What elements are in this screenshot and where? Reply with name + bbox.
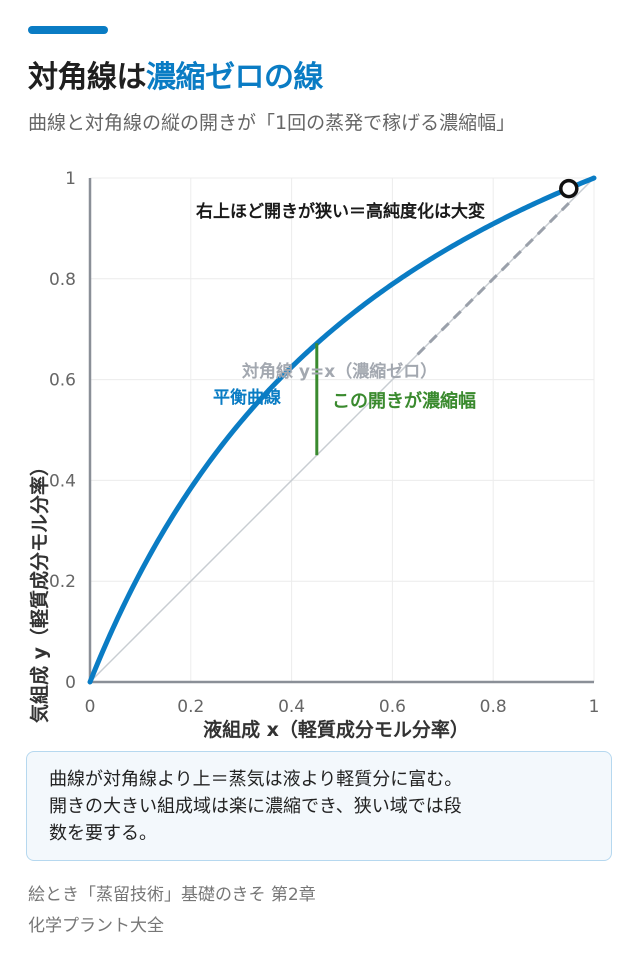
tick-labels: 0 0.2 0.4 0.6 0.8 1 0 0.2 0.4 0.6 0.8 1 — [49, 169, 599, 717]
accent-bar — [28, 26, 108, 34]
x-tick-label: 0.4 — [278, 697, 305, 717]
y-tick-label: 1 — [65, 169, 76, 189]
equilibrium-curve — [87, 175, 597, 685]
note-line-3: 数を要する。 — [49, 823, 157, 844]
vle-chart: 0 0.2 0.4 0.6 0.8 1 0 0.2 0.4 0.6 0.8 1 右上ほど開きが狭い＝高… — [28, 169, 599, 741]
note-line-2: 開きの大きい組成域は楽に濃縮でき、狭い域では段 — [49, 796, 462, 817]
x-tick-label: 0.8 — [480, 697, 507, 717]
note-line-1: 曲線が対角線より上＝蒸気は液より軽質分に富む。 — [49, 769, 463, 790]
title-prefix: 対角線は — [28, 60, 147, 95]
y-tick-label: 0.6 — [49, 371, 76, 391]
page-subtitle: 曲線と対角線の縦の開きが「1回の蒸発で稼げる濃縮幅」 — [28, 112, 516, 134]
explanation-note: 曲線が対角線より上＝蒸気は液より軽質分に富む。 開きの大きい組成域は楽に濃縮でき… — [26, 751, 612, 861]
end-point-marker — [559, 178, 579, 199]
annotation-curve: 平衡曲線 — [213, 387, 281, 408]
annotation-top: 右上ほど開きが狭い＝高純度化は大変 — [196, 201, 485, 222]
y-axis-label: 気組成 y（軽質成分モル分率） — [28, 457, 51, 723]
title-highlight: 濃縮ゼロの線 — [146, 60, 324, 95]
source-line-1: 絵とき「蒸留技術」基礎のきそ 第2章 — [28, 885, 316, 905]
diagonal-dashed-extension — [416, 202, 570, 356]
x-axis-label: 液組成 x（軽質成分モル分率） — [203, 718, 469, 741]
y-tick-label: 0.2 — [49, 572, 76, 592]
y-tick-label: 0.4 — [49, 471, 76, 491]
x-tick-label: 1 — [589, 697, 600, 717]
axes — [88, 178, 594, 684]
x-tick-label: 0.2 — [177, 697, 204, 717]
grid — [89, 177, 595, 683]
annotation-diagonal: 対角線 y=x（濃縮ゼロ） — [241, 361, 437, 382]
x-tick-label: 0.6 — [379, 697, 406, 717]
annotation-gap: この開きが濃縮幅 — [332, 390, 476, 412]
page-title: 対角線は濃縮ゼロの線 — [28, 52, 324, 96]
source-line-2: 化学プラント大全 — [28, 916, 164, 936]
diagonal-line — [89, 177, 595, 683]
x-tick-label: 0 — [85, 697, 96, 717]
y-tick-label: 0.8 — [49, 270, 76, 290]
y-tick-label: 0 — [65, 673, 76, 693]
